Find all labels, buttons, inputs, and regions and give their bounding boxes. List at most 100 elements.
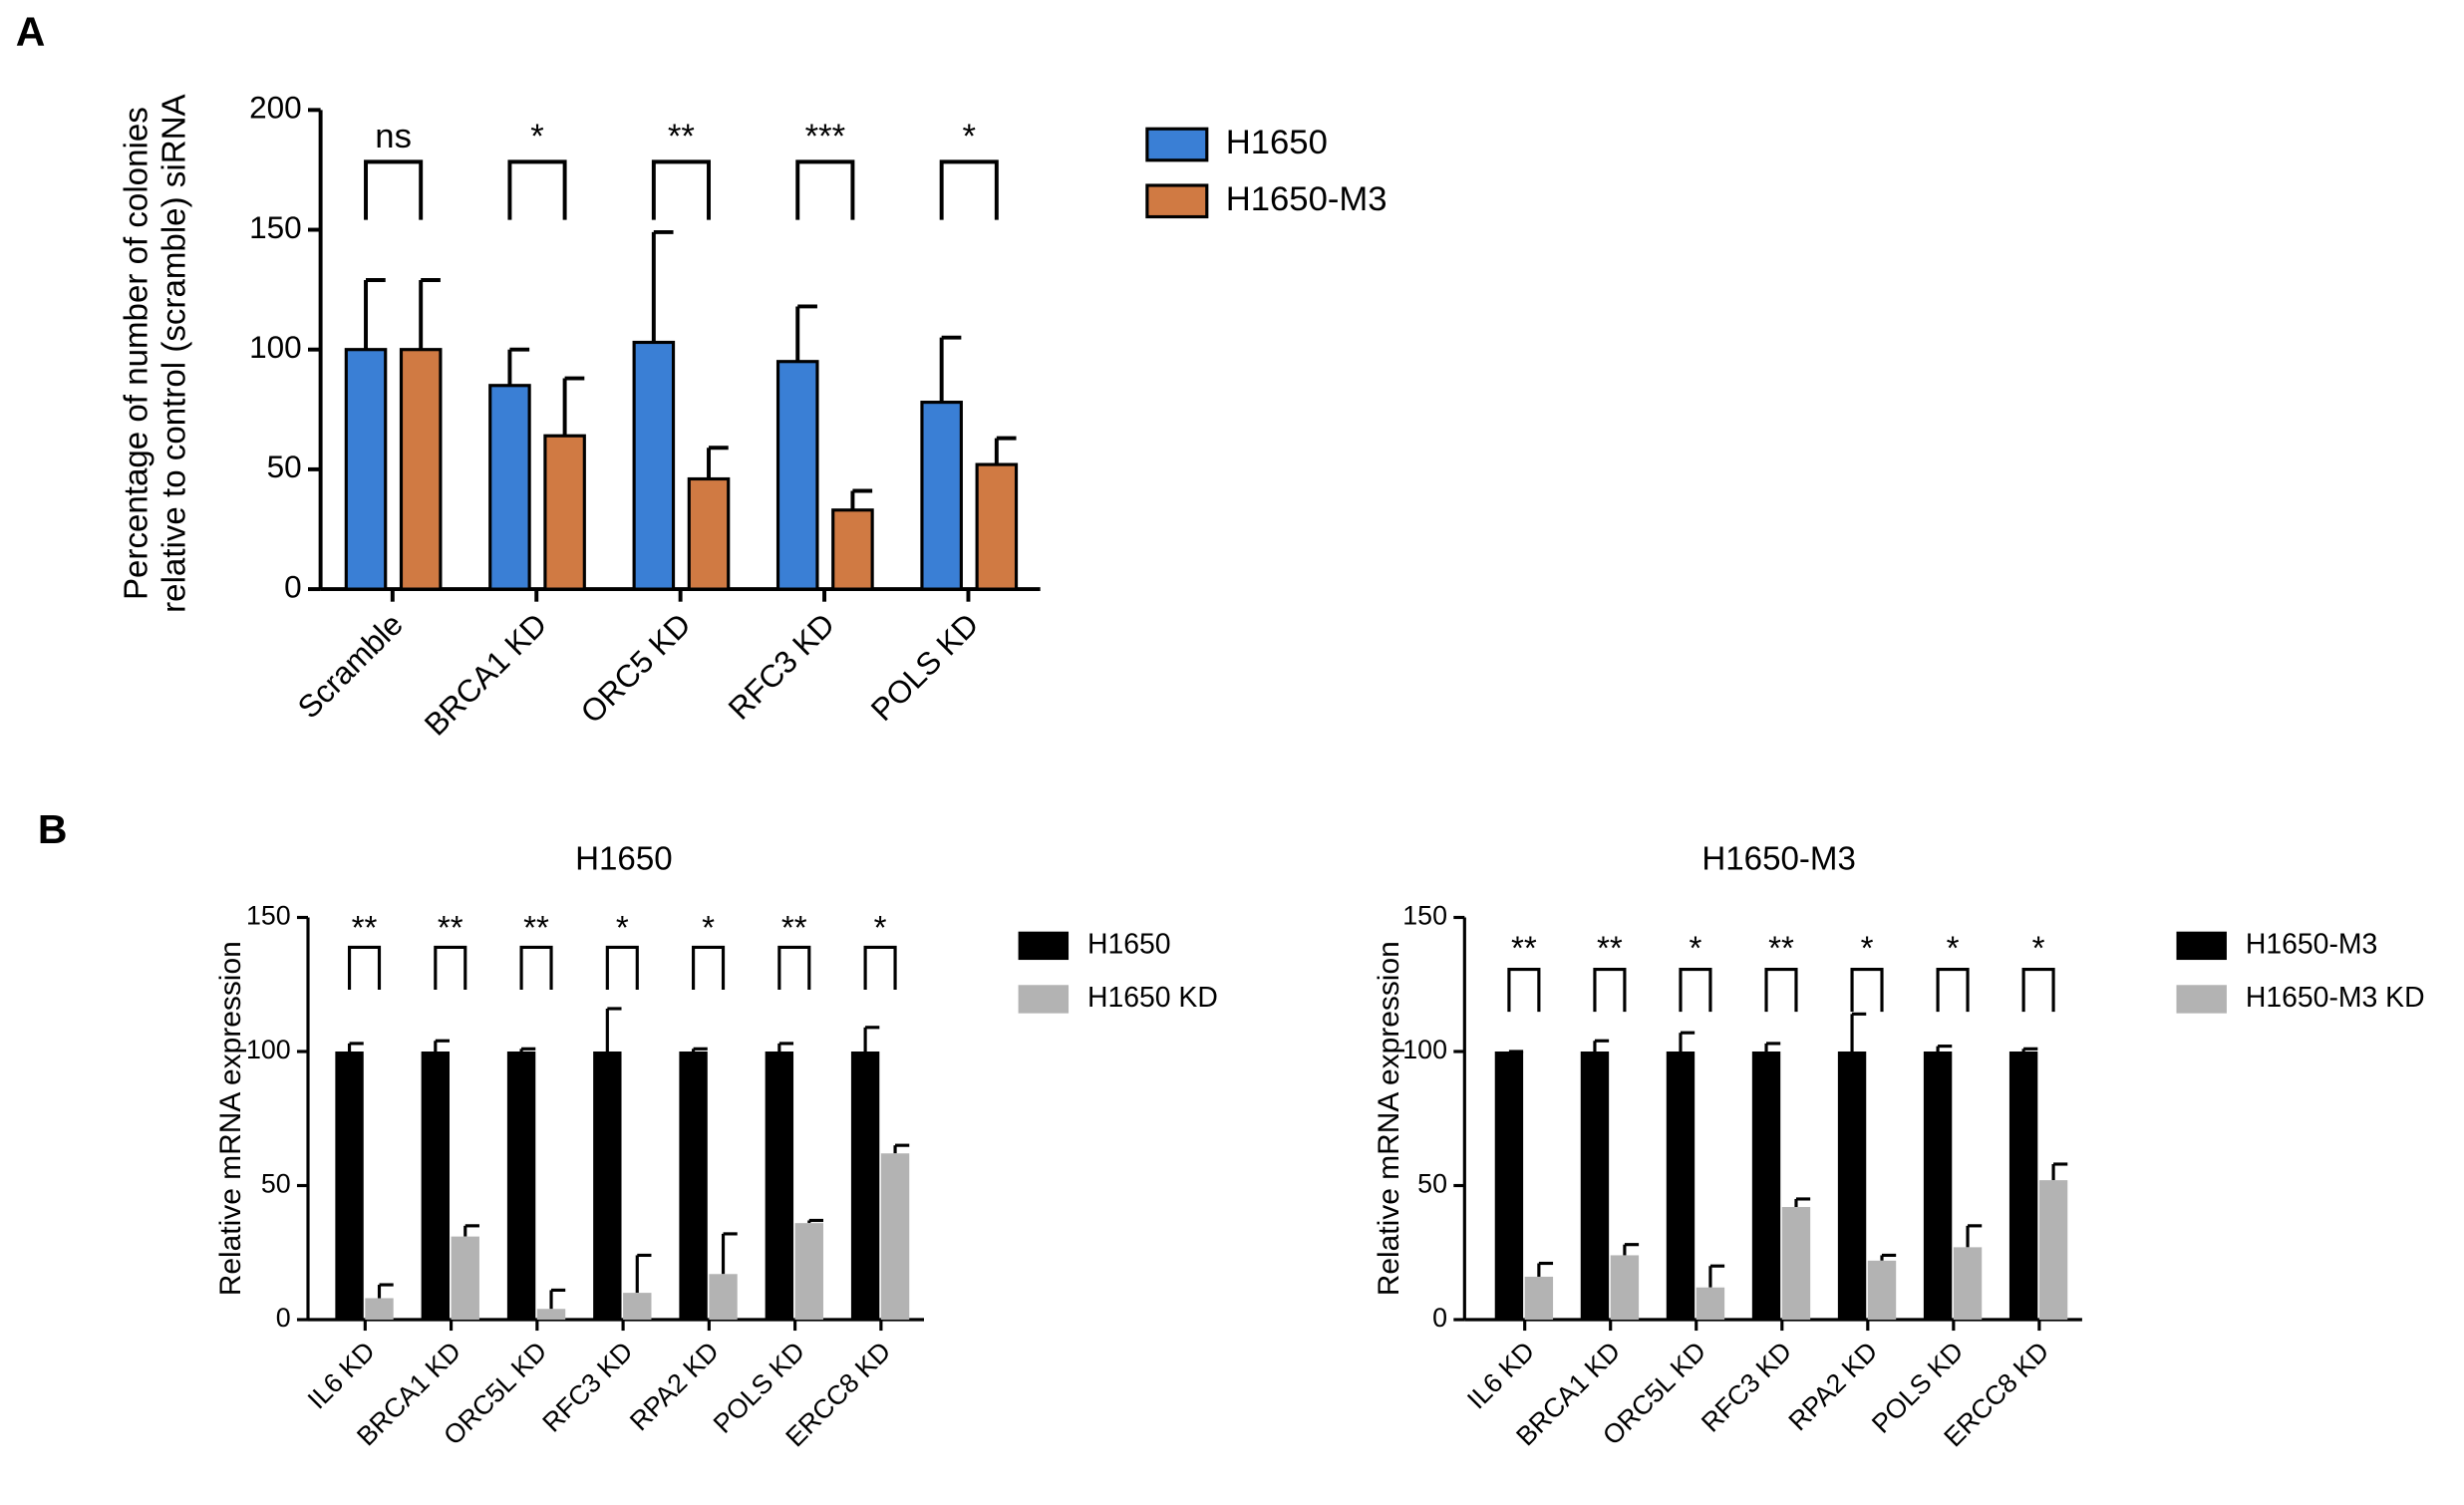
legend-swatch [1145, 127, 1209, 162]
legend-swatch [2176, 931, 2227, 961]
y-axis-label: Relative mRNA expression [214, 941, 247, 1296]
significance-bracket [347, 945, 382, 991]
x-tick-label: Scramble [290, 606, 410, 726]
bar [623, 1293, 652, 1321]
bar [679, 1052, 708, 1321]
significance-bracket [651, 159, 711, 220]
bar [632, 340, 676, 591]
significance-label: *** [805, 118, 845, 155]
bar [1494, 1052, 1524, 1321]
bar [1666, 1052, 1695, 1321]
bar [1695, 1287, 1725, 1321]
significance-bracket [364, 159, 424, 220]
y-tick-label: 50 [267, 449, 302, 484]
significance-bracket [1593, 967, 1627, 1013]
bar [451, 1236, 479, 1321]
significance-label: * [962, 118, 976, 155]
significance-bracket [1679, 967, 1712, 1013]
bar [1837, 1052, 1867, 1321]
bar [1751, 1052, 1781, 1321]
legend-label: H1650 KD [1087, 982, 1218, 1014]
significance-label: ** [1511, 930, 1537, 967]
significance-bracket [939, 159, 999, 220]
significance-bracket [863, 945, 897, 991]
significance-label: * [1861, 930, 1874, 967]
bar [593, 1052, 622, 1321]
y-tick-label: 0 [284, 568, 302, 604]
y-axis-label: Relative mRNA expression [1373, 941, 1405, 1296]
bar [765, 1052, 794, 1321]
bar [536, 1309, 566, 1321]
legend-swatch [1018, 985, 1070, 1014]
bar [775, 360, 819, 591]
x-tick-label: RPA2 KD [624, 1336, 725, 1436]
y-tick-label: 0 [276, 1303, 291, 1333]
bar [421, 1052, 451, 1321]
y-tick-label: 100 [246, 1035, 291, 1064]
bar [687, 476, 731, 591]
y-tick-label: 150 [1402, 901, 1447, 931]
legend-swatch [1018, 931, 1070, 961]
bar [850, 1052, 880, 1321]
chart-title: H1650-M3 [1701, 841, 1856, 878]
significance-bracket [795, 159, 855, 220]
y-axis-label: Percentage of number of colonies [118, 107, 154, 600]
bar [880, 1153, 910, 1321]
significance-label: ** [781, 910, 807, 947]
x-tick-label: RFC3 KD [536, 1336, 638, 1437]
panel-label: B [38, 806, 68, 852]
significance-bracket [1936, 967, 1970, 1013]
x-tick-label: ORC5 KD [573, 606, 698, 731]
significance-label: ** [352, 910, 378, 947]
x-tick-label: RFC3 KD [1695, 1336, 1797, 1437]
significance-label: * [874, 910, 887, 947]
bar [399, 348, 443, 591]
legend-label: H1650 [1087, 928, 1171, 960]
bar [975, 462, 1019, 591]
significance-bracket [777, 945, 811, 991]
significance-bracket [1507, 967, 1541, 1013]
legend-swatch [1145, 183, 1209, 219]
significance-bracket [1850, 967, 1884, 1013]
significance-bracket [1764, 967, 1798, 1013]
significance-label: ** [438, 910, 463, 947]
y-tick-label: 0 [1432, 1303, 1447, 1333]
bar [794, 1223, 823, 1321]
bar [335, 1052, 364, 1321]
significance-label: * [2032, 930, 2045, 967]
chart-title: H1650 [575, 841, 673, 878]
y-tick-label: 50 [261, 1169, 291, 1199]
significance-label: ** [523, 910, 549, 947]
significance-label: * [616, 910, 629, 947]
significance-bracket [434, 945, 467, 991]
y-tick-label: 100 [249, 329, 302, 365]
x-tick-label: IL6 KD [302, 1336, 381, 1414]
x-tick-label: IL6 KD [1461, 1336, 1540, 1414]
bar [365, 1298, 394, 1321]
bar [1923, 1052, 1953, 1321]
legend-swatch [2176, 985, 2227, 1014]
x-tick-label: RPA2 KD [1783, 1336, 1884, 1436]
y-tick-label: 200 [249, 90, 302, 126]
significance-label: ns [375, 118, 412, 155]
bar [1524, 1276, 1554, 1321]
bar [1867, 1260, 1897, 1321]
significance-bracket [605, 945, 639, 991]
significance-label: ** [668, 118, 695, 155]
y-axis-label: relative to control (scramble) siRNA [155, 94, 192, 613]
significance-bracket [507, 159, 567, 220]
bar [1953, 1247, 1983, 1321]
bar [506, 1052, 536, 1321]
significance-bracket [2021, 967, 2055, 1013]
panel-label: A [16, 9, 46, 55]
legend-label: H1650-M3 [1226, 180, 1387, 218]
significance-label: ** [1597, 930, 1623, 967]
bar [920, 401, 963, 591]
significance-label: * [530, 118, 544, 155]
y-tick-label: 100 [1402, 1035, 1447, 1064]
significance-label: * [1690, 930, 1702, 967]
legend-label: H1650-M3 [2246, 928, 2377, 960]
bar [1580, 1052, 1610, 1321]
x-tick-label: BRCA1 KD [417, 606, 553, 743]
